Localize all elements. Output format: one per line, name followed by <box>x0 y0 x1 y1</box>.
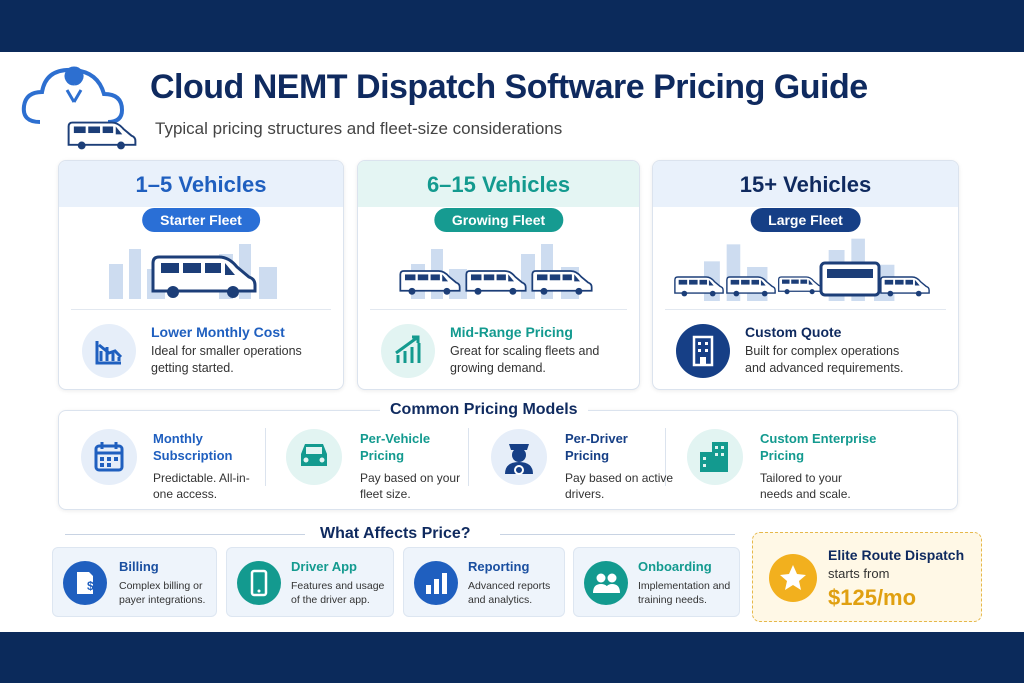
subtitle: Typical pricing structures and fleet-siz… <box>155 119 563 138</box>
tier-header <box>59 161 343 207</box>
factor-card: Onboarding Implementation and training ne… <box>573 547 740 617</box>
icon <box>237 561 281 605</box>
tier-badge: Starter Fleet <box>142 208 260 232</box>
promo-box: Elite Route Dispatch starts from $125/mo <box>752 532 982 622</box>
factor-card: $ Billing Complex billing or payer integr… <box>52 547 217 617</box>
tier-heading: Lower Monthly Cost <box>151 324 285 340</box>
icon <box>491 429 547 485</box>
model-description: Predictable. All-in-one access. <box>153 471 250 501</box>
section-title: What Affects Price? <box>320 525 471 542</box>
model: Per-Driver Pricing Pay based on active dr… <box>565 430 675 502</box>
icon <box>82 324 136 378</box>
title: Cloud NEMT Dispatch Software Pricing Gui… <box>150 68 868 106</box>
illustration <box>399 244 593 299</box>
factor-description: Advanced reports and analytics. <box>468 580 551 606</box>
factor-description: Features and usage of the driver app. <box>291 580 385 606</box>
model-title: Per-Vehicle Pricing <box>360 431 431 463</box>
top-band <box>0 0 1024 52</box>
tier-description: Great for scaling fleets and growing dem… <box>450 344 600 375</box>
tier-description: Built for complex operations and advance… <box>745 344 904 375</box>
tier-title: 6–15 Vehicles <box>426 172 571 197</box>
factor-title: Onboarding <box>638 559 712 574</box>
icon: $ <box>63 561 107 605</box>
icon <box>676 324 730 378</box>
model-description: Pay based on your fleet size. <box>360 471 461 501</box>
model: Custom Enterprise Pricing Tailored to you… <box>760 430 880 502</box>
section-title: Common Pricing Models <box>380 401 588 419</box>
icon <box>687 429 743 485</box>
model-title: Per-Driver Pricing <box>565 431 628 463</box>
model-title: Monthly Subscription <box>153 431 233 463</box>
svg-text:$: $ <box>87 579 94 593</box>
factor-description: Complex billing or payer integrations. <box>119 580 206 606</box>
tier-heading: Mid-Range Pricing <box>450 324 573 340</box>
icon <box>81 429 137 485</box>
tier-badge: Large Fleet <box>750 208 861 232</box>
factor-title: Driver App <box>291 559 357 574</box>
icon <box>769 554 817 602</box>
factor-card: Driver App Features and usage of the driv… <box>226 547 394 617</box>
tier-card: 15+ Vehicles Large Fleet Custom Quote Bu… <box>652 160 959 390</box>
tier-title: 1–5 Vehicles <box>135 172 267 197</box>
promo-label: starts from <box>828 566 890 581</box>
bottom-band <box>0 632 1024 683</box>
logo <box>21 66 137 151</box>
model: Monthly Subscription Predictable. All-in-… <box>153 430 263 502</box>
promo-price: $125/mo <box>828 585 917 610</box>
model-title: Custom Enterprise Pricing <box>760 431 877 463</box>
factor-description: Implementation and training needs. <box>638 580 731 606</box>
icon <box>584 561 628 605</box>
model: Per-Vehicle Pricing Pay based on your fle… <box>360 430 470 502</box>
factor-card: Reporting Advanced reports and analytics. <box>403 547 565 617</box>
tier-badge: Growing Fleet <box>433 208 564 232</box>
tier-card: 6–15 Vehicles Growing Fleet Mid-Range Pr… <box>357 160 640 390</box>
model-description: Pay based on active drivers. <box>565 471 674 501</box>
illustration <box>674 238 930 301</box>
icon <box>286 429 342 485</box>
promo-name: Elite Route Dispatch <box>828 547 965 563</box>
factor-title: Billing <box>119 559 159 574</box>
tier-description: Ideal for smaller operations getting sta… <box>151 344 302 375</box>
tier-header <box>653 161 958 207</box>
icon <box>414 561 458 605</box>
illustration <box>109 244 277 299</box>
factor-title: Reporting <box>468 559 530 574</box>
tier-heading: Custom Quote <box>745 324 842 340</box>
tier-header <box>358 161 639 207</box>
tier-card: 1–5 Vehicles Starter Fleet Lower Monthly… <box>58 160 344 390</box>
model-description: Tailored to your needs and scale. <box>760 471 851 501</box>
icon <box>381 324 435 378</box>
tier-title: 15+ Vehicles <box>739 172 872 197</box>
